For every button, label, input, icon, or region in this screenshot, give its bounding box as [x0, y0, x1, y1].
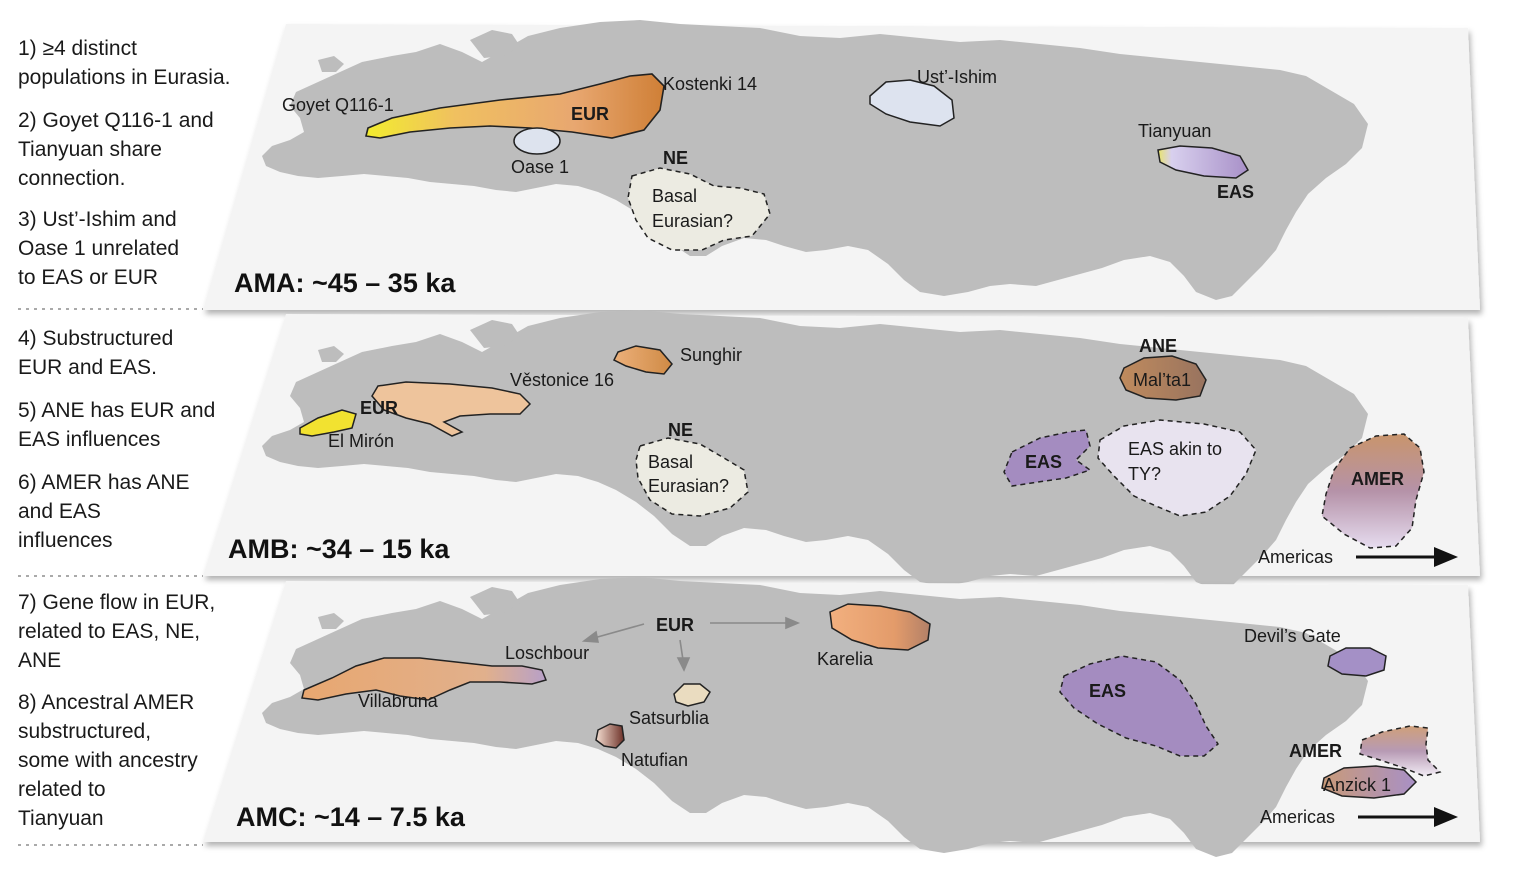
note-line: substructured,	[18, 720, 152, 743]
devils-gate-region	[1327, 647, 1387, 677]
anzick-region	[1321, 765, 1418, 799]
note-line: 6) AMER has ANE	[18, 471, 190, 494]
note-line: EAS influences	[18, 428, 161, 451]
note-line: related to	[18, 778, 106, 801]
notes-ama: 1) ≥4 distinct populations in Eurasia. 2…	[18, 34, 230, 292]
label-eas: EAS	[1025, 452, 1062, 472]
natufian-region	[595, 723, 625, 749]
label-amer: AMER	[1289, 741, 1342, 761]
label-ne: NE	[663, 148, 688, 168]
oase-region	[513, 127, 561, 155]
label-oase: Oase 1	[511, 157, 569, 177]
note-line: 2) Goyet Q116-1 and	[18, 109, 214, 132]
label-americas: Americas	[1260, 807, 1335, 827]
ust-ishim-region	[869, 79, 955, 127]
americas-arrow	[1358, 807, 1458, 827]
label-ne: NE	[668, 420, 693, 440]
note-line: ANE	[18, 649, 62, 672]
label-villabruna: Villabruna	[358, 691, 439, 711]
label-eas: EAS	[1089, 681, 1126, 701]
tianyuan-region	[1157, 145, 1249, 179]
label-kostenki: Kostenki 14	[663, 74, 757, 94]
label-sunghir: Sunghir	[680, 345, 742, 365]
note-line: 4) Substructured	[18, 327, 174, 350]
label-akin-2: TY?	[1128, 464, 1161, 484]
period-amb: AMB: ~34 – 15 ka	[228, 534, 450, 564]
note-line: 7) Gene flow in EUR,	[18, 591, 216, 614]
label-vestonice: Věstonice 16	[510, 370, 614, 390]
note-line: related to EAS, NE,	[18, 620, 201, 643]
label-devils-gate: Devil’s Gate	[1244, 626, 1341, 646]
label-eur: EUR	[360, 398, 398, 418]
note-line: EUR and EAS.	[18, 356, 157, 379]
label-eur: EUR	[656, 615, 694, 635]
el-miron-region	[299, 409, 357, 437]
eas-region-amc	[1059, 655, 1219, 757]
period-amc: AMC: ~14 – 7.5 ka	[236, 802, 466, 832]
note-line: Oase 1 unrelated	[18, 237, 180, 260]
note-line: some with ancestry	[18, 749, 198, 772]
panel-amc: EUR Loschbour Villabruna Karelia Satsurb…	[203, 577, 1480, 857]
label-tianyuan: Tianyuan	[1138, 121, 1211, 141]
label-ane: ANE	[1139, 336, 1177, 356]
ne-region-ama	[627, 167, 771, 251]
eas-region-amb	[1003, 429, 1092, 487]
note-line: to EAS or EUR	[18, 266, 159, 289]
label-el-miron: El Mirón	[328, 431, 394, 451]
eur-region-amb	[371, 381, 532, 437]
note-line: and EAS	[18, 500, 101, 523]
label-karelia: Karelia	[817, 649, 874, 669]
label-americas: Americas	[1258, 547, 1333, 567]
ane-region	[1119, 355, 1207, 401]
panel-ama: Goyet Q116-1 Kostenki 14 EUR Oase 1 NE B…	[203, 20, 1480, 310]
label-akin-1: EAS akin to	[1128, 439, 1222, 459]
label-basal-1: Basal	[652, 186, 697, 206]
label-eas: EAS	[1217, 182, 1254, 202]
eur-region-ama	[365, 73, 665, 139]
label-satsurblia: Satsurblia	[629, 708, 710, 728]
note-line: 1) ≥4 distinct	[18, 37, 137, 60]
note-line: 8) Ancestral AMER	[18, 691, 195, 714]
label-eur: EUR	[571, 104, 609, 124]
americas-arrow	[1356, 547, 1458, 567]
eas-akin-ty-region	[1097, 419, 1257, 517]
label-goyet: Goyet Q116-1	[282, 95, 394, 115]
amer-region-amc	[1359, 725, 1442, 777]
amer-region-amb	[1321, 433, 1425, 549]
label-amer: AMER	[1351, 469, 1404, 489]
ne-region-amb	[635, 437, 749, 517]
label-basal-2: Eurasian?	[648, 476, 729, 496]
note-line: 5) ANE has EUR and	[18, 399, 216, 422]
label-anzick: Anzick 1	[1323, 775, 1391, 795]
label-malta: Mal’ta1	[1133, 370, 1191, 390]
note-line: connection.	[18, 167, 126, 190]
label-loschbour: Loschbour	[505, 643, 589, 663]
label-basal-2: Eurasian?	[652, 211, 733, 231]
note-line: Tianyuan	[18, 807, 104, 830]
period-ama: AMA: ~45 – 35 ka	[234, 268, 456, 298]
note-line: 3) Ust’-Ishim and	[18, 208, 177, 231]
note-line: populations in Eurasia.	[18, 66, 231, 89]
label-basal-1: Basal	[648, 452, 693, 472]
panel-amb: Sunghir Věstonice 16 EUR El Mirón NE Bas…	[203, 310, 1480, 590]
label-natufian: Natufian	[621, 750, 688, 770]
karelia-region	[829, 603, 931, 651]
gene-flow-arrows	[581, 616, 801, 672]
sunghir-region	[612, 345, 673, 375]
label-ust-ishim: Ust’-Ishim	[917, 67, 997, 87]
satsurblia-region	[673, 683, 711, 707]
notes-amb: 4) Substructured EUR and EAS. 5) ANE has…	[18, 324, 215, 555]
note-line: influences	[18, 529, 113, 552]
notes-amc: 7) Gene flow in EUR, related to EAS, NE,…	[18, 588, 215, 833]
villabruna-region	[301, 657, 548, 701]
note-line: Tianyuan share	[18, 138, 162, 161]
